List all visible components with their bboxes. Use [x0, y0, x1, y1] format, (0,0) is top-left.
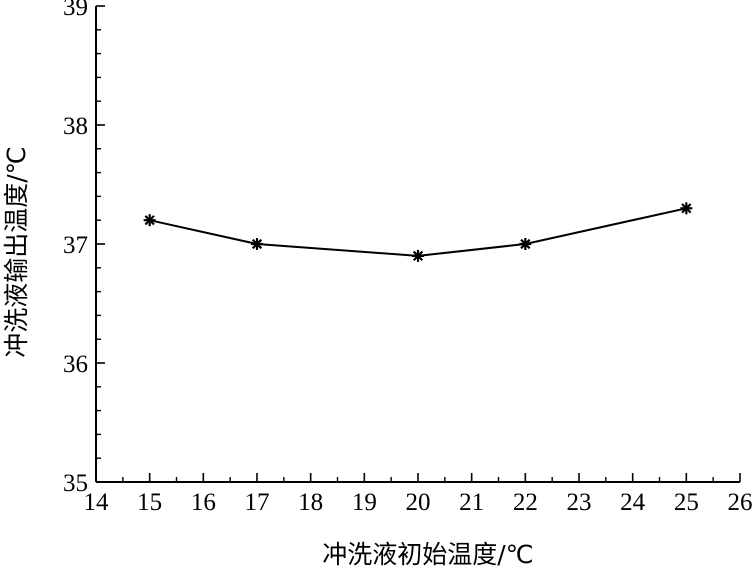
y-axis-title: 冲洗液输出温度/℃: [2, 146, 31, 358]
y-tick-label: 39: [63, 0, 88, 21]
x-tick-label: 24: [620, 489, 646, 516]
data-point-marker: [251, 238, 263, 250]
data-point-marker: [680, 202, 693, 215]
x-tick-label: 26: [728, 489, 753, 516]
x-tick-label: 16: [191, 489, 216, 516]
data-series: [143, 202, 693, 262]
marker-stroke: [412, 250, 424, 261]
marker-stroke: [251, 238, 263, 250]
y-tick-label: 35: [63, 470, 88, 497]
marker-stroke: [681, 203, 692, 214]
x-axis-ticks: 14 15 16 17 18 19 20 21 22 23 24 25 26: [84, 473, 753, 516]
x-tick-label: 15: [137, 489, 162, 516]
x-tick-label: 23: [567, 489, 592, 516]
x-tick-label: 21: [459, 489, 484, 516]
data-point-marker: [412, 249, 424, 262]
x-tick-label: 17: [245, 489, 270, 516]
marker-stroke: [520, 238, 531, 250]
x-tick-label: 22: [513, 489, 538, 516]
y-tick-label: 38: [63, 113, 88, 140]
chart-axes: [95, 6, 740, 483]
x-tick-label: 25: [674, 489, 699, 516]
y-tick-label: 37: [63, 232, 88, 259]
x-tick-label: 19: [352, 489, 377, 516]
x-axis-title: 冲洗液初始温度/℃: [322, 540, 534, 569]
y-axis-ticks: 35 36 37 38 39: [63, 0, 105, 497]
data-point-marker: [143, 214, 156, 227]
series-line: [149, 207, 687, 257]
marker-stroke: [144, 215, 155, 226]
x-tick-label: 14: [84, 489, 110, 516]
x-tick-label: 18: [298, 489, 323, 516]
x-tick-label: 20: [406, 489, 431, 516]
y-tick-label: 36: [63, 351, 88, 378]
data-point-marker: [519, 238, 532, 250]
